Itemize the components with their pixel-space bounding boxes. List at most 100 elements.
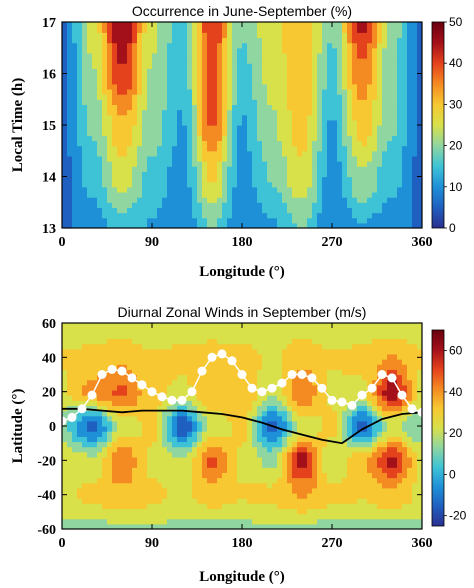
occurrence-heat-cell xyxy=(407,222,413,228)
occurrence-heat-cell xyxy=(147,140,153,147)
occurrence-heat-cell xyxy=(132,78,138,85)
occurrence-heat-cell xyxy=(167,22,173,28)
winds-heat-cell xyxy=(112,379,118,386)
occurrence-heat-cell xyxy=(167,171,173,178)
winds-heat-cell xyxy=(132,492,138,499)
occurrence-heat-cell xyxy=(112,104,118,111)
occurrence-heat-cell xyxy=(272,42,278,49)
occurrence-heat-cell xyxy=(132,63,138,69)
winds-heat-cell xyxy=(262,395,268,401)
occurrence-heat-cell xyxy=(327,22,333,28)
winds-heat-cell xyxy=(252,472,258,479)
winds-heat-cell xyxy=(267,456,273,463)
occurrence-heat-cell xyxy=(402,114,408,121)
occurrence-heat-cell xyxy=(242,130,248,136)
occurrence-heat-cell xyxy=(392,191,398,198)
winds-heat-cell xyxy=(222,343,228,350)
occurrence-heat-cell xyxy=(297,32,303,39)
occurrence-heat-cell xyxy=(367,176,373,183)
occurrence-heat-cell xyxy=(192,161,198,167)
occurrence-heat-cell xyxy=(222,135,228,142)
winds-heat-cell xyxy=(297,426,303,432)
winds-heat-cell xyxy=(272,426,278,432)
winds-heat-cell xyxy=(82,431,88,437)
occurrence-heat-cell xyxy=(172,181,178,188)
occurrence-heat-cell xyxy=(382,150,388,157)
occurrence-heat-cell xyxy=(182,130,188,136)
winds-heat-cell xyxy=(112,503,118,509)
winds-heat-cell xyxy=(97,405,103,412)
occurrence-heat-cell xyxy=(137,202,143,208)
occurrence-heat-cell xyxy=(147,125,153,131)
occurrence-heat-cell xyxy=(387,94,393,100)
occurrence-heat-cell xyxy=(202,119,208,126)
occurrence-heat-cell xyxy=(152,94,158,100)
winds-heat-cell xyxy=(152,405,158,412)
occurrence-heat-cell xyxy=(132,27,138,33)
occurrence-heat-cell xyxy=(157,114,163,121)
winds-heat-cell xyxy=(87,456,93,463)
winds-heat-cell xyxy=(97,508,103,515)
occurrence-heat-cell xyxy=(302,161,308,167)
winds-heat-cell xyxy=(182,410,188,417)
occurrence-heat-cell xyxy=(322,37,328,44)
occurrence-heat-cell xyxy=(357,42,363,49)
winds-heat-cell xyxy=(247,508,253,515)
winds-heat-cell xyxy=(192,374,198,381)
winds-heat-cell xyxy=(62,446,68,453)
winds-heat-cell xyxy=(72,359,78,365)
occurrence-heat-cell xyxy=(272,181,278,188)
winds-heat-cell xyxy=(67,482,73,489)
occurrence-heat-cell xyxy=(152,130,158,136)
occurrence-heat-cell xyxy=(352,176,358,183)
winds-heat-cell xyxy=(117,426,123,432)
occurrence-heat-cell xyxy=(257,119,263,126)
occurrence-heat-cell xyxy=(362,78,368,85)
winds-heat-cell xyxy=(187,498,193,504)
occurrence-heat-cell xyxy=(227,58,233,64)
occurrence-heat-cell xyxy=(377,140,383,147)
occurrence-heat-cell xyxy=(227,63,233,69)
occurrence-heat-cell xyxy=(162,217,168,224)
occurrence-heat-cell xyxy=(127,52,133,59)
occurrence-heat-cell xyxy=(87,191,93,198)
winds-heat-cell xyxy=(302,415,308,422)
occurrence-heat-cell xyxy=(67,197,73,203)
occurrence-heat-cell xyxy=(312,186,318,193)
occurrence-heat-cell xyxy=(132,68,138,75)
winds-heat-cell xyxy=(297,441,303,448)
occurrence-heat-cell xyxy=(407,197,413,203)
occurrence-heat-cell xyxy=(392,83,398,90)
occurrence-heat-cell xyxy=(367,166,373,172)
occurrence-heat-cell xyxy=(237,83,243,90)
winds-heat-cell xyxy=(137,513,143,520)
occurrence-heat-cell xyxy=(267,140,273,147)
occurrence-heat-cell xyxy=(332,222,338,228)
winds-heat-cell xyxy=(297,451,303,458)
occurrence-heat-cell xyxy=(282,207,288,214)
winds-heat-cell xyxy=(272,492,278,499)
occurrence-heat-cell xyxy=(402,197,408,203)
occurrence-heat-cell xyxy=(382,27,388,33)
occurrence-heat-cell xyxy=(152,27,158,33)
occurrence-heat-cell xyxy=(287,135,293,142)
winds-heat-cell xyxy=(162,323,168,329)
occurrence-heat-cell xyxy=(352,191,358,198)
winds-heat-cell xyxy=(82,472,88,479)
winds-heat-cell xyxy=(242,482,248,489)
occurrence-heat-cell xyxy=(232,32,238,39)
occurrence-heat-cell xyxy=(257,58,263,64)
occurrence-heat-cell xyxy=(137,191,143,198)
occurrence-heat-cell xyxy=(82,186,88,193)
winds-heat-cell xyxy=(127,415,133,422)
winds-heat-cell xyxy=(247,379,253,386)
occurrence-heat-cell xyxy=(337,166,343,172)
occurrence-heat-cell xyxy=(242,222,248,228)
occurrence-heat-cell xyxy=(177,83,183,90)
occurrence-heat-cell xyxy=(227,47,233,54)
winds-heat-cell xyxy=(312,389,318,396)
occurrence-heat-cell xyxy=(172,32,178,39)
occurrence-heat-cell xyxy=(272,119,278,126)
winds-heat-cell xyxy=(142,338,148,345)
winds-heat-cell xyxy=(177,369,183,376)
